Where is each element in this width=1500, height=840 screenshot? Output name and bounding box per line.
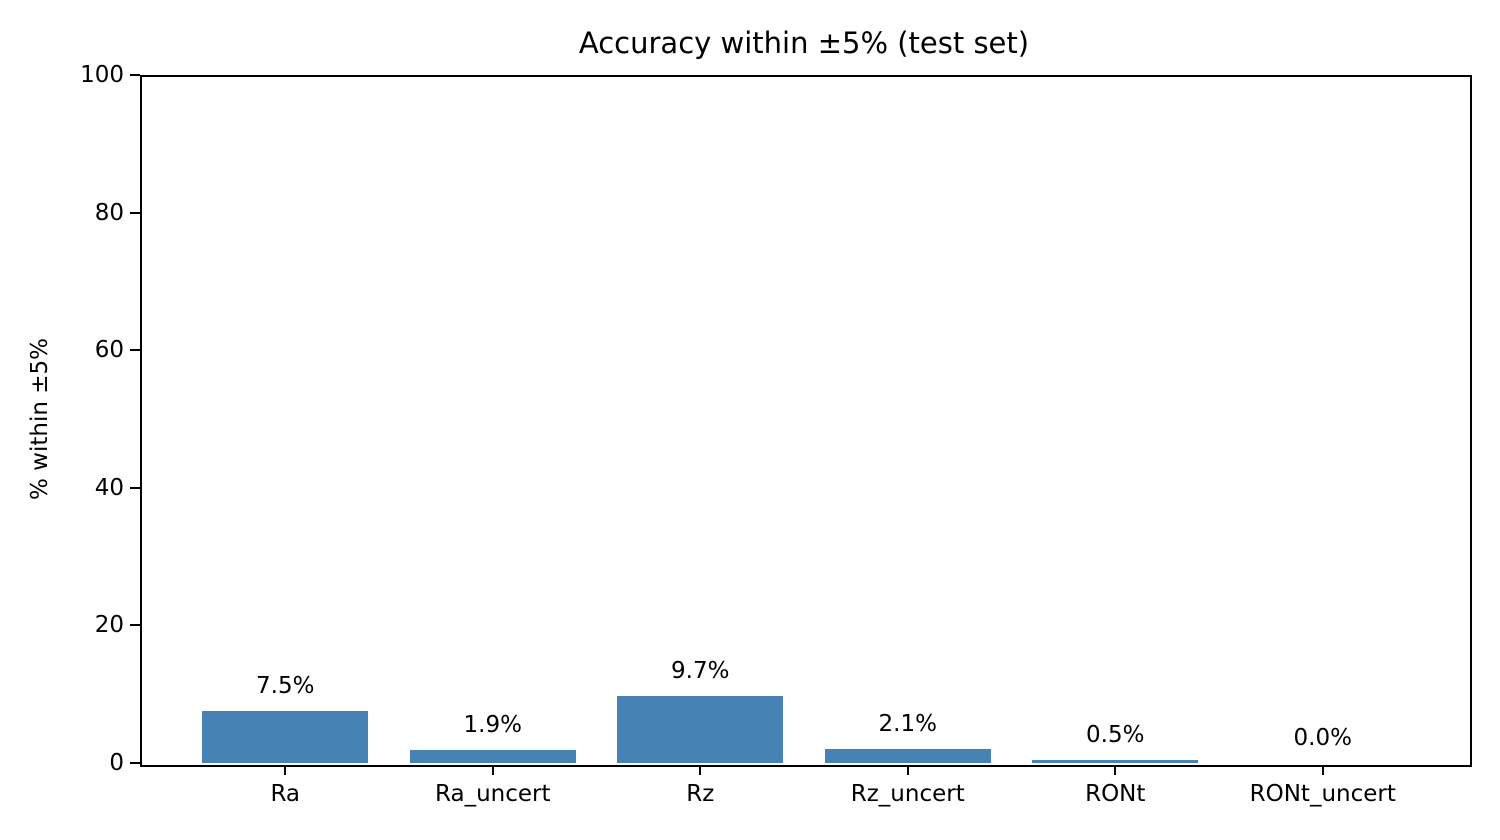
bar-value-label: 7.5% xyxy=(256,673,315,699)
x-tick-label: Rz xyxy=(686,781,715,807)
y-axis-tick xyxy=(130,74,140,76)
x-tick-label: RONt_uncert xyxy=(1249,781,1396,807)
y-tick-label: 0 xyxy=(109,750,124,776)
y-axis-label: % within ±5% xyxy=(27,338,53,500)
x-axis-tick xyxy=(284,765,287,775)
y-axis-tick xyxy=(130,211,140,214)
y-tick-label: 100 xyxy=(80,62,124,88)
bar-value-label: 0.5% xyxy=(1086,722,1145,748)
x-axis-tick xyxy=(699,765,702,775)
y-tick-label: 20 xyxy=(94,612,124,639)
x-axis-tick xyxy=(1321,765,1324,775)
x-tick-label: Rz_uncert xyxy=(850,781,965,807)
bar-value-label: 1.9% xyxy=(463,712,522,738)
x-tick-label: Ra xyxy=(270,781,301,807)
bar xyxy=(617,696,784,763)
plot-area xyxy=(140,75,1472,767)
bar xyxy=(1032,760,1199,763)
bar xyxy=(824,749,991,763)
bar-value-label: 9.7% xyxy=(671,658,730,684)
y-axis-tick xyxy=(130,349,140,352)
y-tick-label: 80 xyxy=(94,199,124,226)
y-axis-tick xyxy=(130,762,140,764)
y-tick-label: 60 xyxy=(94,337,124,364)
bar xyxy=(202,711,369,763)
y-tick-label: 40 xyxy=(94,474,124,501)
x-axis-tick xyxy=(1114,765,1117,775)
x-axis-tick xyxy=(491,765,494,775)
x-axis-tick xyxy=(906,765,909,775)
bar-value-label: 0.0% xyxy=(1293,725,1352,751)
y-axis-tick xyxy=(130,624,140,627)
x-tick-label: RONt xyxy=(1085,781,1146,807)
x-tick-label: Ra_uncert xyxy=(435,781,551,807)
chart-title: Accuracy within ±5% (test set) xyxy=(578,26,1030,60)
bar xyxy=(409,750,576,763)
bar-value-label: 2.1% xyxy=(878,711,937,737)
y-axis-tick xyxy=(130,486,140,489)
